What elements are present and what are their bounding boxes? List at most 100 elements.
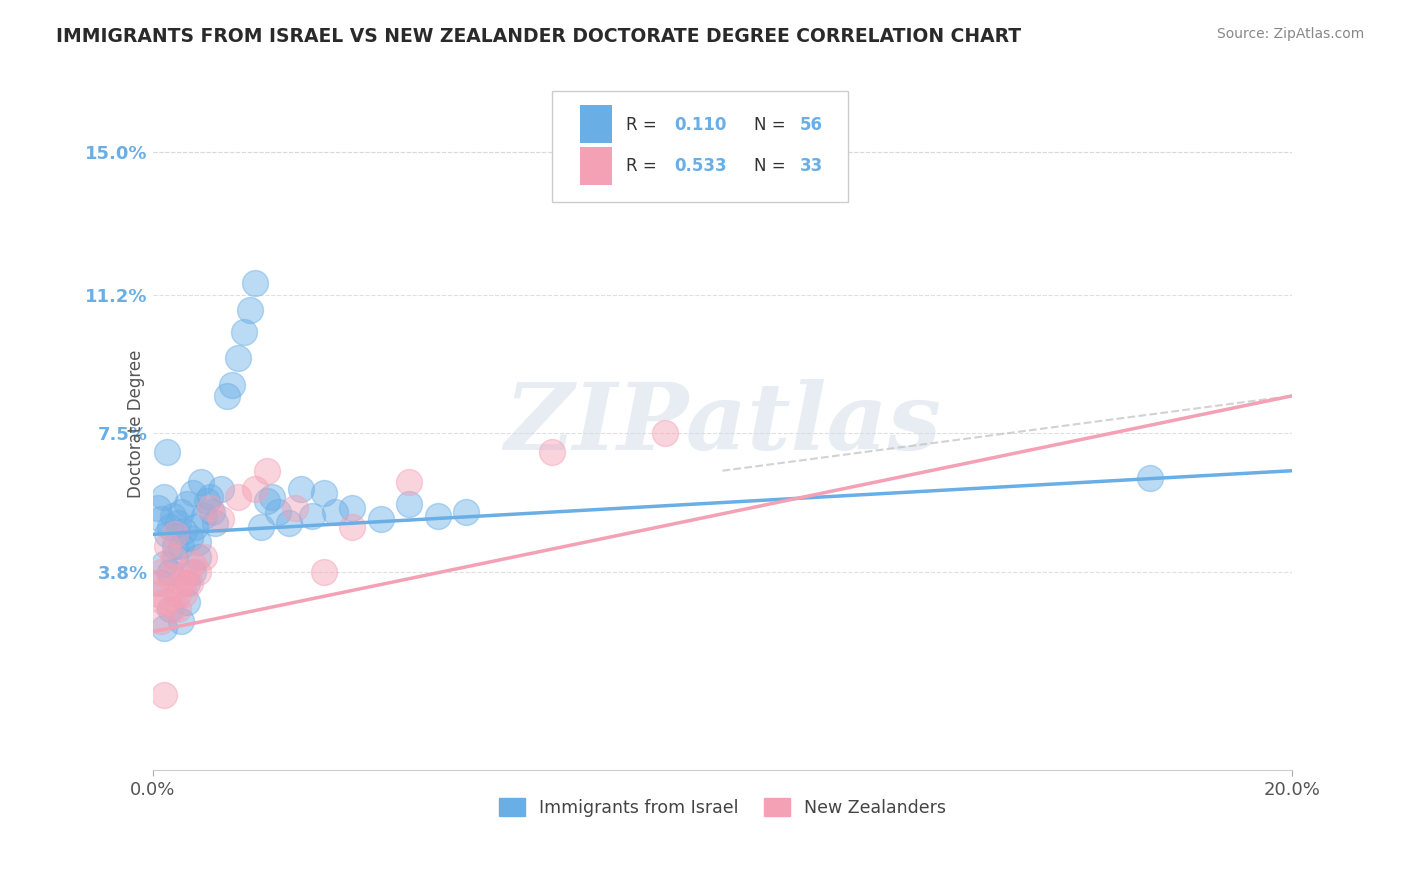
Point bbox=[153, 621, 176, 635]
Point bbox=[156, 445, 179, 459]
Point bbox=[176, 565, 198, 579]
Point bbox=[278, 516, 301, 530]
Point bbox=[153, 595, 176, 609]
FancyBboxPatch shape bbox=[581, 105, 612, 144]
Point bbox=[173, 524, 195, 538]
Point bbox=[201, 505, 224, 519]
Text: N =: N = bbox=[755, 157, 792, 175]
Point bbox=[181, 565, 204, 579]
Point bbox=[187, 565, 209, 579]
Point bbox=[238, 302, 260, 317]
Point bbox=[150, 565, 173, 579]
Point bbox=[162, 508, 184, 523]
Point bbox=[232, 325, 254, 339]
Legend: Immigrants from Israel, New Zealanders: Immigrants from Israel, New Zealanders bbox=[492, 791, 953, 824]
Point bbox=[195, 493, 218, 508]
Point bbox=[179, 531, 201, 545]
Point bbox=[181, 486, 204, 500]
Point bbox=[256, 464, 278, 478]
Point bbox=[312, 486, 335, 500]
Point bbox=[153, 490, 176, 504]
Point bbox=[156, 595, 179, 609]
Point bbox=[176, 576, 198, 591]
Text: N =: N = bbox=[755, 116, 792, 134]
Point bbox=[262, 490, 284, 504]
Point bbox=[150, 512, 173, 526]
Point bbox=[145, 576, 167, 591]
Point bbox=[167, 587, 190, 601]
Point bbox=[187, 549, 209, 564]
Point bbox=[150, 576, 173, 591]
Point bbox=[162, 602, 184, 616]
Point bbox=[284, 501, 307, 516]
Point bbox=[323, 505, 346, 519]
FancyBboxPatch shape bbox=[581, 146, 612, 185]
Point bbox=[159, 602, 181, 616]
Text: ZIPatlas: ZIPatlas bbox=[503, 379, 941, 469]
Point bbox=[215, 389, 238, 403]
Point bbox=[148, 501, 170, 516]
Point bbox=[179, 576, 201, 591]
Point bbox=[198, 501, 221, 516]
Point bbox=[167, 602, 190, 616]
Point bbox=[193, 508, 215, 523]
Text: Source: ZipAtlas.com: Source: ZipAtlas.com bbox=[1216, 27, 1364, 41]
Point bbox=[162, 549, 184, 564]
Point bbox=[156, 539, 179, 553]
Point bbox=[267, 505, 290, 519]
Text: 33: 33 bbox=[800, 157, 823, 175]
Point bbox=[209, 512, 232, 526]
Point bbox=[159, 565, 181, 579]
Point bbox=[176, 497, 198, 511]
Point bbox=[226, 351, 249, 366]
Point bbox=[398, 497, 420, 511]
Y-axis label: Doctorate Degree: Doctorate Degree bbox=[127, 350, 145, 498]
Point bbox=[165, 527, 187, 541]
Text: IMMIGRANTS FROM ISRAEL VS NEW ZEALANDER DOCTORATE DEGREE CORRELATION CHART: IMMIGRANTS FROM ISRAEL VS NEW ZEALANDER … bbox=[56, 27, 1021, 45]
Point bbox=[426, 508, 449, 523]
Point bbox=[170, 539, 193, 553]
Point bbox=[340, 501, 363, 516]
Point bbox=[301, 508, 323, 523]
Point bbox=[176, 595, 198, 609]
FancyBboxPatch shape bbox=[551, 91, 848, 202]
Point bbox=[290, 483, 312, 497]
Point bbox=[209, 483, 232, 497]
Point bbox=[150, 614, 173, 628]
Point bbox=[165, 539, 187, 553]
Point bbox=[256, 493, 278, 508]
Point bbox=[370, 512, 392, 526]
Point bbox=[165, 549, 187, 564]
Point bbox=[340, 520, 363, 534]
Point bbox=[184, 520, 207, 534]
Point bbox=[1139, 471, 1161, 485]
Point bbox=[187, 534, 209, 549]
Point bbox=[170, 576, 193, 591]
Point bbox=[454, 505, 477, 519]
Text: R =: R = bbox=[626, 157, 662, 175]
Point bbox=[159, 568, 181, 582]
Point bbox=[540, 445, 562, 459]
Point bbox=[193, 549, 215, 564]
Text: R =: R = bbox=[626, 116, 662, 134]
Text: 0.110: 0.110 bbox=[675, 116, 727, 134]
Point bbox=[654, 426, 676, 441]
Point bbox=[159, 520, 181, 534]
Text: 56: 56 bbox=[800, 116, 823, 134]
Point bbox=[156, 527, 179, 541]
Point bbox=[181, 558, 204, 572]
Point bbox=[170, 614, 193, 628]
Point bbox=[173, 576, 195, 591]
Point bbox=[245, 277, 267, 291]
Point bbox=[190, 475, 212, 489]
Point bbox=[312, 565, 335, 579]
Point bbox=[221, 377, 243, 392]
Text: 0.533: 0.533 bbox=[675, 157, 727, 175]
Point bbox=[153, 558, 176, 572]
Point bbox=[226, 490, 249, 504]
Point bbox=[167, 516, 190, 530]
Point bbox=[250, 520, 273, 534]
Point bbox=[198, 490, 221, 504]
Point bbox=[153, 689, 176, 703]
Point bbox=[173, 587, 195, 601]
